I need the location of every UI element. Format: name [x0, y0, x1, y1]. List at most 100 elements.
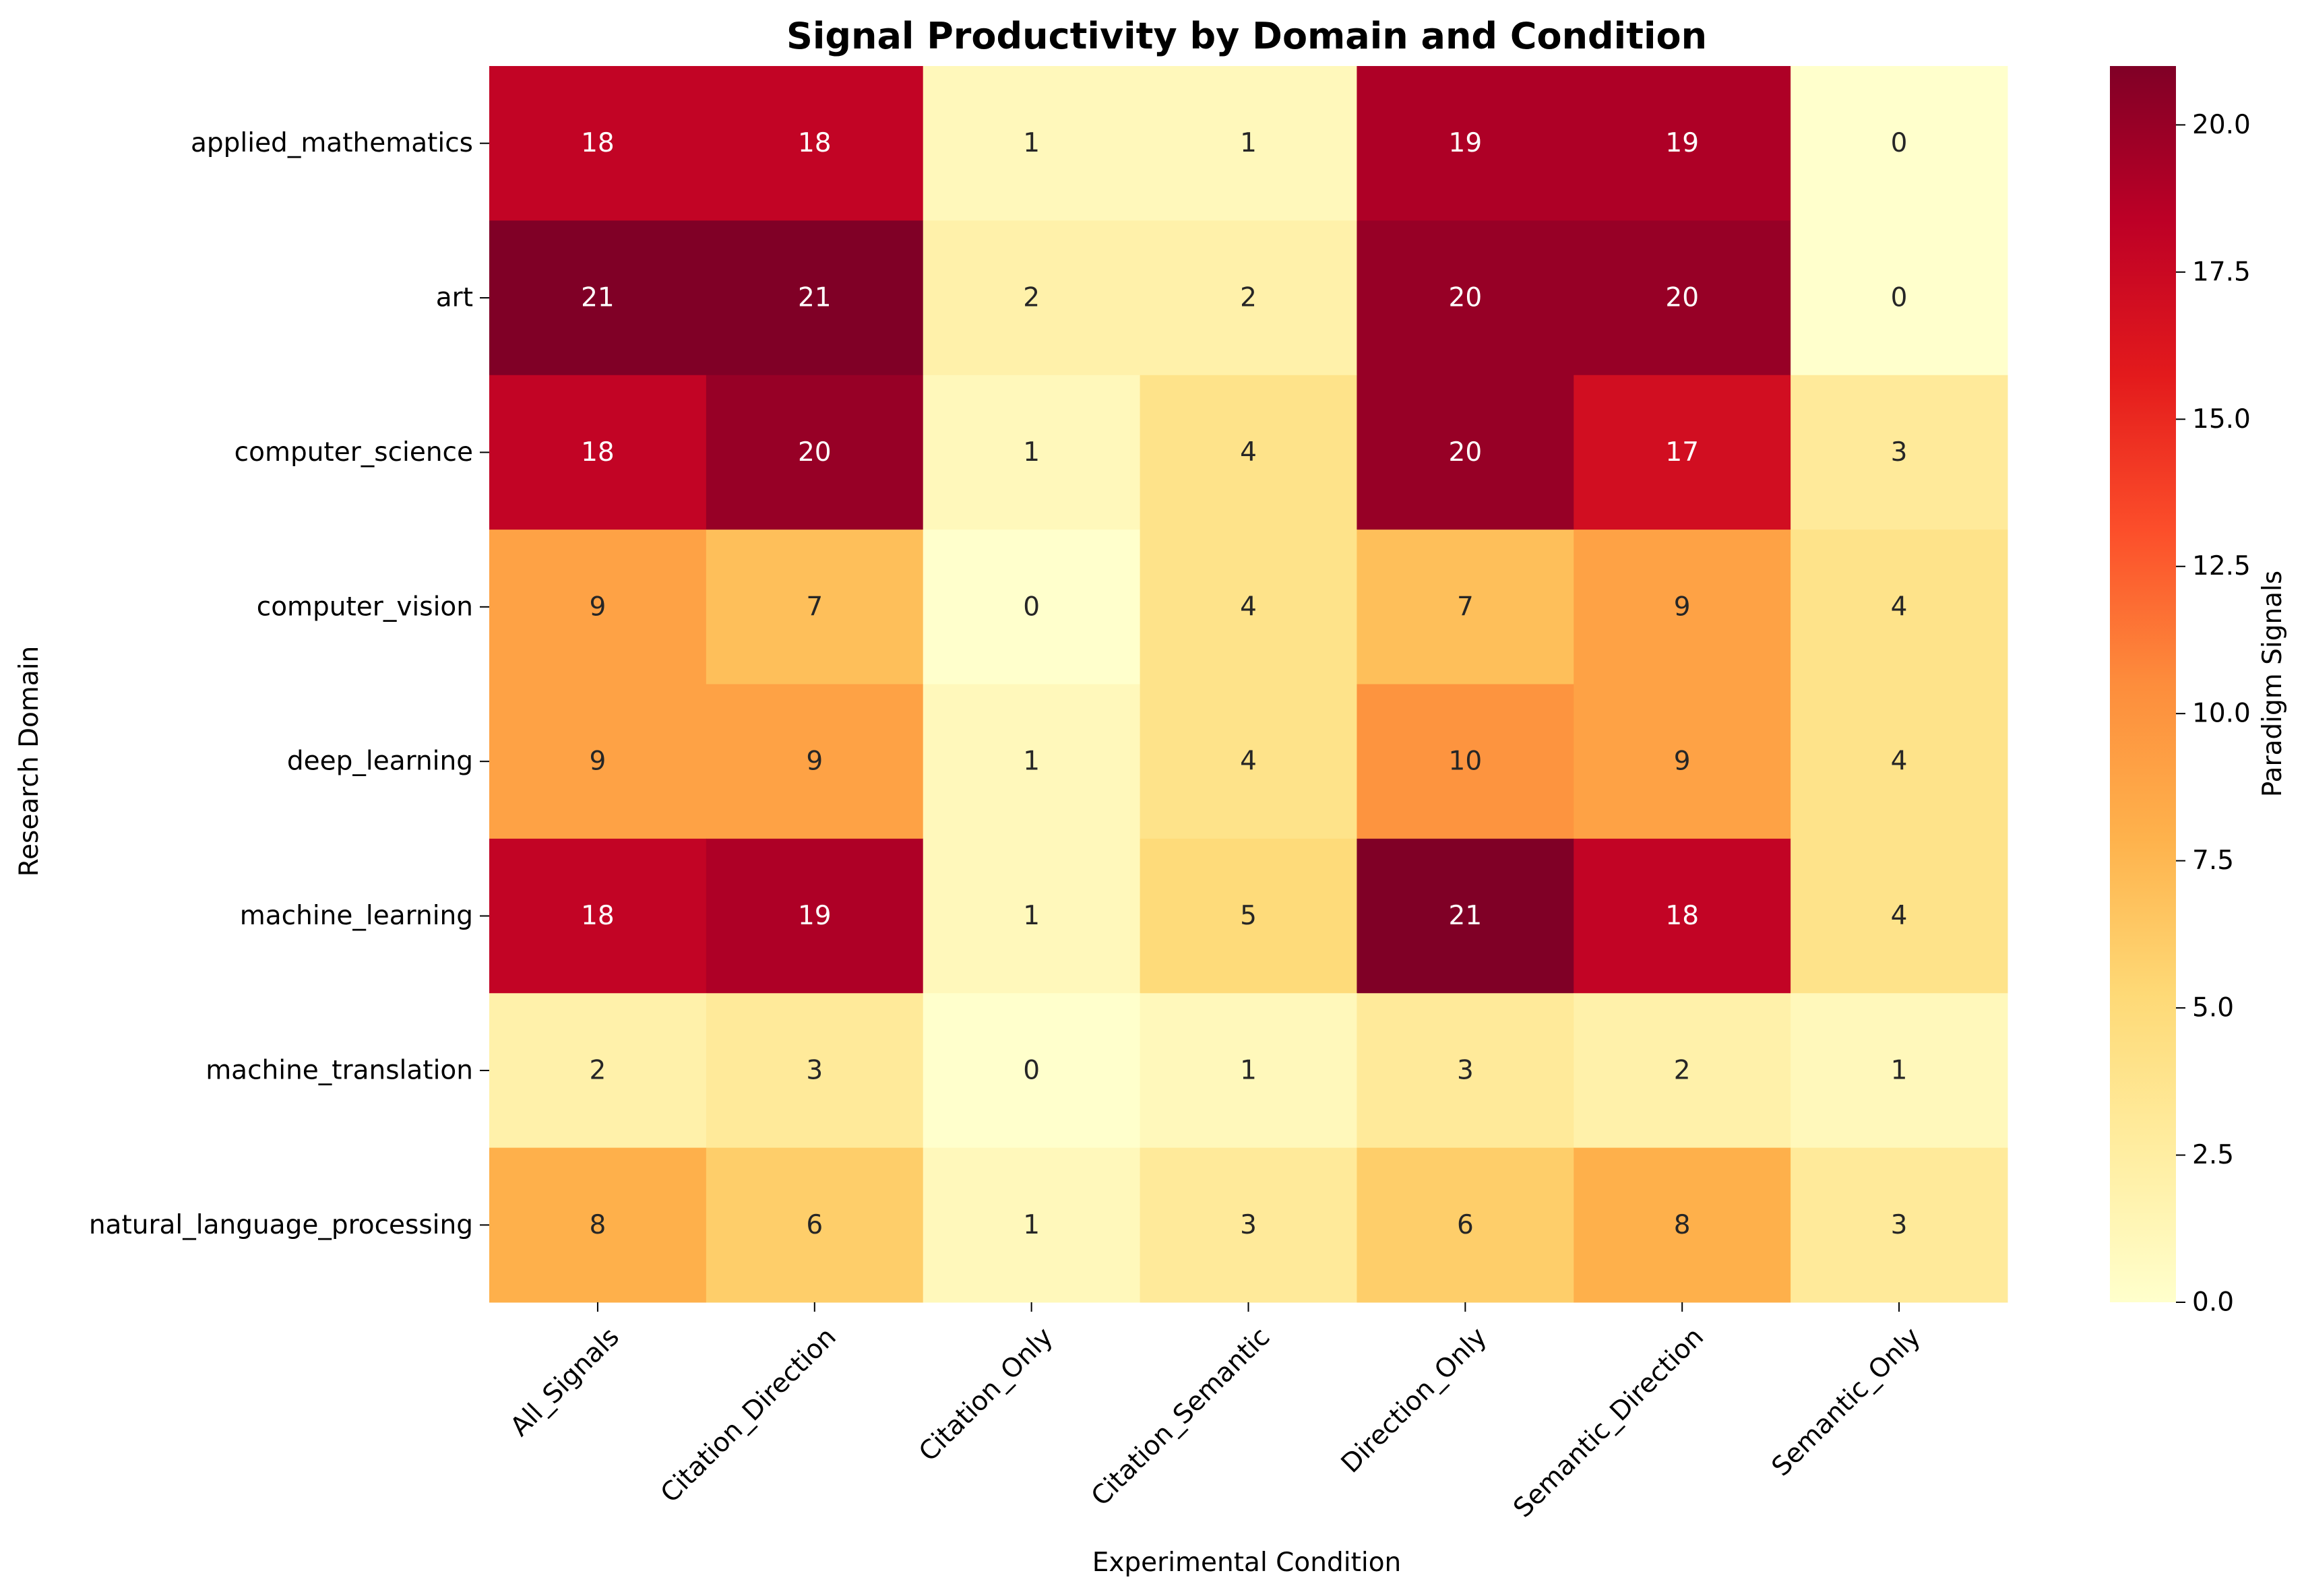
cell-value-label: 0: [1891, 128, 1908, 158]
heatmap-cell: [1791, 838, 2008, 994]
heatmap-cell: [706, 838, 924, 994]
heatmap-cell: [1140, 220, 1357, 376]
cell-value-label: 1: [1023, 746, 1040, 777]
cell-value-label: 4: [1891, 746, 1908, 777]
heatmap-cell: [489, 220, 707, 376]
heatmap-cell: [923, 993, 1141, 1149]
heatmap-cell: [923, 530, 1141, 684]
cell-value-label: 18: [1665, 901, 1699, 931]
cell-value-label: 18: [581, 437, 615, 468]
cell-value-label: 9: [1674, 746, 1691, 777]
heatmap-cell: [706, 220, 924, 376]
heatmap-cell: [489, 684, 707, 839]
cell-value-label: 20: [1449, 283, 1483, 313]
colorbar-tick-label: 2.5: [2192, 1140, 2234, 1170]
colorbar-label: Paradigm Signals: [2258, 571, 2288, 797]
heatmap-cell: [1574, 838, 1791, 994]
y-axis-label: Research Domain: [14, 646, 44, 877]
cell-value-label: 1: [1023, 1210, 1040, 1240]
cell-value-label: 3: [806, 1055, 823, 1085]
cell-value-label: 10: [1449, 746, 1483, 777]
cell-value-label: 18: [798, 128, 832, 158]
cell-value-label: 8: [1674, 1210, 1691, 1240]
cell-value-label: 18: [581, 128, 615, 158]
heatmap-cell: [1357, 530, 1574, 684]
heatmap-cell: [1140, 993, 1357, 1149]
cell-value-label: 21: [1449, 901, 1483, 931]
heatmap-cell: [923, 1147, 1141, 1303]
cell-value-label: 2: [1023, 283, 1040, 313]
heatmap-cell: [1357, 684, 1574, 839]
heatmap-cell: [1791, 375, 2008, 530]
heatmap-cell: [489, 1147, 707, 1303]
cell-value-label: 3: [1240, 1210, 1257, 1240]
heatmap-cell: [1140, 1147, 1357, 1303]
cell-value-label: 6: [1457, 1210, 1474, 1240]
y-tick-label: machine_translation: [206, 1055, 473, 1085]
heatmap-cell: [1140, 375, 1357, 530]
cell-value-label: 5: [1240, 901, 1257, 931]
colorbar-tick-label: 17.5: [2192, 257, 2251, 287]
cell-value-label: 21: [798, 283, 832, 313]
cell-value-label: 1: [1891, 1055, 1908, 1085]
cell-value-label: 4: [1240, 592, 1257, 622]
heatmap-cell: [1574, 1147, 1791, 1303]
heatmap-cell: [1357, 220, 1574, 376]
heatmap-cell: [1574, 66, 1791, 221]
heatmap-cell: [489, 375, 707, 530]
heatmap-cell: [1574, 375, 1791, 530]
cell-value-label: 19: [798, 901, 832, 931]
cell-value-label: 9: [590, 592, 606, 622]
cell-value-label: 2: [590, 1055, 606, 1085]
cell-value-label: 9: [590, 746, 606, 777]
cell-value-label: 3: [1891, 1210, 1908, 1240]
heatmap-cell: [923, 375, 1141, 530]
heatmap-cell: [1791, 66, 2008, 221]
heatmap-cell: [1791, 530, 2008, 684]
heatmap-cell: [923, 838, 1141, 994]
heatmap-cell: [706, 993, 924, 1149]
heatmap-cell: [1791, 684, 2008, 839]
y-tick-label: deep_learning: [287, 746, 473, 777]
cell-value-label: 4: [1240, 746, 1257, 777]
y-tick-label: computer_science: [235, 437, 473, 468]
heatmap-cell: [1140, 66, 1357, 221]
y-tick-label: applied_mathematics: [191, 128, 473, 158]
heatmap-cell: [706, 684, 924, 839]
heatmap-cell: [1357, 66, 1574, 221]
cell-value-label: 0: [1023, 1055, 1040, 1085]
heatmap-cell: [706, 1147, 924, 1303]
y-tick-label: art: [436, 283, 473, 313]
heatmap-cell: [489, 530, 707, 684]
heatmap-cell: [1140, 684, 1357, 839]
cell-annotations: 18 18 1 1 19 19 021 21 2 2 20 20 018 20 1 4 20 17 39 7 0 4 7 9 4…: [581, 128, 1907, 1240]
cell-value-label: 18: [581, 901, 615, 931]
heatmap-cell: [706, 66, 924, 221]
cell-value-label: 3: [1457, 1055, 1474, 1085]
colorbar-ticks: 0.0 2.5 5.0 7.5 10.0 12.5 15.0 17.5 20.0: [2176, 110, 2251, 1318]
heatmap-cell: [1140, 838, 1357, 994]
cell-value-label: 1: [1023, 128, 1040, 158]
colorbar-tick-label: 0.0: [2192, 1287, 2234, 1318]
cell-value-label: 1: [1240, 1055, 1257, 1085]
cell-value-label: 4: [1240, 437, 1257, 468]
cell-value-label: 2: [1240, 283, 1257, 313]
cell-value-label: 4: [1891, 592, 1908, 622]
cell-value-label: 7: [1457, 592, 1474, 622]
heatmap-cell: [489, 838, 707, 994]
cell-value-label: 6: [806, 1210, 823, 1240]
cell-value-label: 7: [806, 592, 823, 622]
cell-value-label: 0: [1891, 283, 1908, 313]
heatmap-cell: [1357, 375, 1574, 530]
heatmap-cell: [923, 684, 1141, 839]
cell-value-label: 20: [798, 437, 832, 468]
colorbar-tick-label: 15.0: [2192, 404, 2251, 435]
cell-value-label: 20: [1665, 283, 1699, 313]
colorbar-tick-label: 10.0: [2192, 699, 2251, 729]
cell-value-label: 9: [806, 746, 823, 777]
colorbar-tick-label: 20.0: [2192, 110, 2251, 140]
heatmap-cell: [1357, 1147, 1574, 1303]
cell-value-label: 17: [1665, 437, 1699, 468]
